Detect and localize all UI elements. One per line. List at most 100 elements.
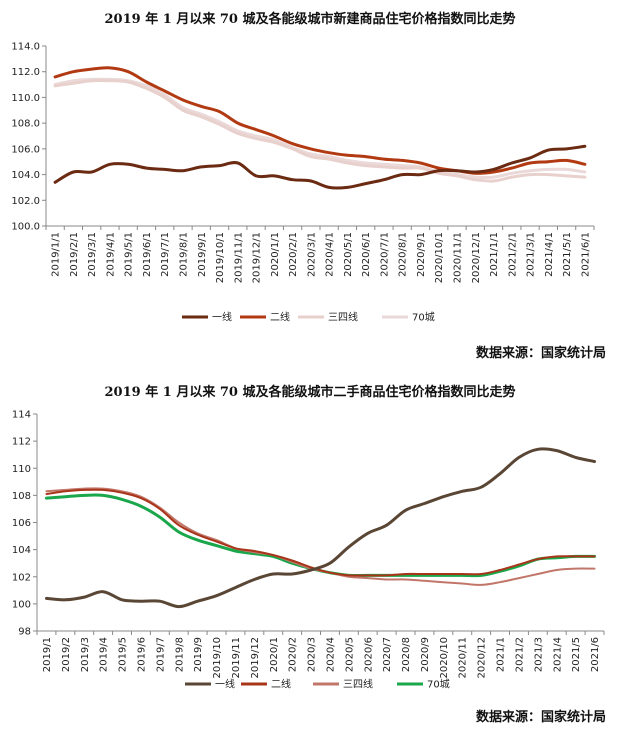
legend-label: 三四线 (328, 311, 358, 324)
x-tick-label: 2020/6 (363, 637, 374, 672)
series-line-2 (53, 66, 587, 175)
x-tick-label: 2020/5 (344, 637, 355, 672)
x-tick-label: 2021/5 (571, 637, 582, 672)
x-tick-label: 2020/9 (420, 637, 431, 672)
data-source-note: 数据来源：国家统计局 (475, 346, 606, 361)
chart-svg: 98 100 102 104 106 108 110 112 114 2019/1 2019/2 20… (12, 410, 605, 691)
x-tick-label: 2020/11/1 (453, 232, 464, 283)
y-tick-label: 104 (12, 545, 31, 556)
x-tick-label: 2021/5/1 (562, 232, 573, 277)
legend-label: 一线 (212, 311, 232, 324)
y-tick-label: 102.0 (11, 196, 40, 207)
x-tick-label: 2020/10 (439, 637, 450, 679)
legend-label: 70城 (412, 312, 435, 324)
x-tick-label: 2021/3/1 (526, 232, 537, 277)
x-tick-label: 2019/6/1 (142, 232, 153, 277)
x-tick-label: 2020/1/1 (270, 232, 281, 277)
y-tick-label: 100 (12, 599, 31, 610)
x-tick-label: 2020/9/1 (416, 232, 427, 277)
x-tick-label: 2020/5/1 (343, 232, 354, 277)
x-tick-label: 2019/11/1 (233, 232, 244, 283)
x-tick-label: 2021/2 (515, 637, 526, 672)
x-tick-label: 2019/4 (99, 637, 110, 672)
x-tick-label: 2019/7 (155, 637, 166, 672)
series-line-2 (45, 488, 596, 577)
data-source-note: 数据来源：国家统计局 (475, 710, 606, 725)
y-tick-label: 108.0 (11, 119, 40, 130)
x-tick-label: 2019/6 (136, 637, 147, 672)
x-tick-label: 2019/10/1 (215, 232, 226, 283)
y-tick-label: 102 (12, 572, 31, 583)
y-tick-label: 112 (12, 437, 31, 448)
chart-title: 2019 年 1 月以来 70 城及各能级城市二手商品住宅价格指数同比走势 (104, 385, 516, 400)
x-tick-label: 2020/7 (382, 637, 393, 672)
chart-panel-second-hand-homes: 2019 年 1 月以来 70 城及各能级城市二手商品住宅价格指数同比走势 98… (0, 370, 620, 729)
legend-label: 二线 (270, 311, 290, 324)
x-tick-label: 2019/3 (80, 637, 91, 672)
x-tick-label: 2019/7/1 (160, 232, 171, 277)
x-tick-label: 2019/1/1 (51, 232, 62, 277)
chart-panel-new-homes: 2019 年 1 月以来 70 城及各能级城市新建商品住宅价格指数同比走势 10… (0, 0, 620, 362)
chart-title: 2019 年 1 月以来 70 城及各能级城市新建商品住宅价格指数同比走势 (104, 12, 516, 27)
x-tick-label: 2021/1 (496, 637, 507, 672)
x-tick-label: 2020/2 (288, 637, 299, 672)
x-tick-label: 2019/2/1 (69, 232, 80, 277)
x-tick-label: 2019/8/1 (179, 232, 190, 277)
x-tick-label: 2019/9 (193, 637, 204, 672)
x-tick-label: 2021/2/1 (507, 232, 518, 277)
x-tick-label: 2020/8 (401, 637, 412, 672)
x-tick-label: 2021/3 (533, 637, 544, 672)
x-tick-label: 2019/10 (212, 637, 223, 679)
legend-label: 三四线 (343, 678, 373, 691)
series-line-3 (53, 78, 587, 183)
x-tick-label: 2019/4/1 (105, 232, 116, 277)
series-line-4 (45, 493, 596, 578)
y-tick-label: 110 (12, 464, 31, 475)
y-tick-label: 114.0 (11, 42, 40, 53)
series-line-1 (45, 447, 596, 609)
x-tick-label: 2020/12 (477, 637, 488, 679)
x-tick-label: 2020/10/1 (434, 232, 445, 283)
x-tick-label: 2020/4/1 (325, 232, 336, 277)
x-tick-label: 2021/6 (590, 637, 601, 672)
x-tick-label: 2020/8/1 (398, 232, 409, 277)
x-tick-label: 2019/11 (231, 637, 242, 679)
x-tick-label: 2019/2 (61, 637, 72, 672)
x-tick-label: 2019/8 (174, 637, 185, 672)
x-tick-label: 2019/1 (42, 637, 53, 672)
x-tick-label: 2020/1 (269, 637, 280, 672)
legend-label: 70城 (427, 679, 450, 691)
legend-label: 二线 (271, 678, 291, 691)
x-tick-label: 2019/5 (118, 637, 129, 672)
y-tick-label: 106.0 (11, 144, 40, 155)
x-tick-label: 2020/4 (325, 637, 336, 672)
x-tick-label: 2021/4/1 (544, 232, 555, 277)
x-tick-label: 2020/7/1 (379, 232, 390, 277)
y-tick-label: 104.0 (11, 170, 40, 181)
x-tick-label: 2021/1/1 (489, 232, 500, 277)
y-tick-label: 98 (18, 627, 31, 638)
x-tick-label: 2020/11 (458, 637, 469, 679)
x-tick-label: 2020/3/1 (306, 232, 317, 277)
x-tick-label: 2019/3/1 (87, 232, 98, 277)
series-line-4 (53, 77, 587, 180)
y-tick-label: 110.0 (11, 93, 40, 104)
x-tick-label: 2019/9/1 (197, 232, 208, 277)
legend-label: 一线 (215, 678, 235, 691)
series-line-1 (53, 144, 587, 190)
y-tick-label: 112.0 (11, 67, 40, 78)
x-tick-label: 2019/5/1 (124, 232, 135, 277)
x-tick-label: 2020/6/1 (361, 232, 372, 277)
x-tick-label: 2020/12/1 (471, 232, 482, 283)
y-tick-label: 114 (12, 410, 31, 421)
y-tick-label: 106 (12, 518, 31, 529)
chart-svg: 100.0 102.0 104.0 106.0 108.0 110.0 112.0 114.0… (11, 42, 595, 324)
y-tick-label: 108 (12, 491, 31, 502)
x-tick-label: 2019/12/1 (252, 232, 263, 283)
x-tick-label: 2019/12 (250, 637, 261, 679)
y-tick-label: 100.0 (11, 222, 40, 233)
x-tick-label: 2021/6/1 (580, 232, 591, 277)
x-tick-label: 2021/4 (552, 637, 563, 672)
x-tick-label: 2020/3 (307, 637, 318, 672)
